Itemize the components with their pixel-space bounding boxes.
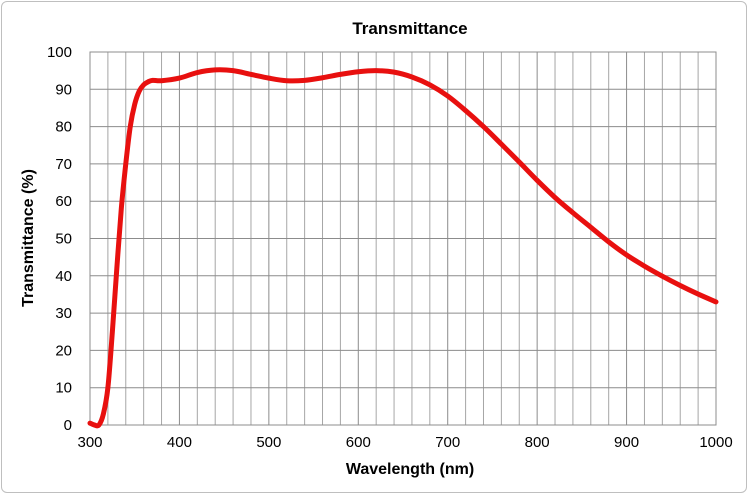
y-tick-label: 0 [64,417,72,434]
x-tick-label: 600 [346,434,371,451]
x-axis-label: Wavelength (nm) [346,461,474,478]
y-tick-label: 90 [55,81,72,98]
plot-area-border [89,51,717,426]
x-tick-label: 500 [256,434,281,451]
y-tick-label: 70 [55,156,72,173]
y-tick-label: 40 [55,268,72,285]
x-tick-label: 400 [167,434,192,451]
y-tick-label: 60 [55,193,72,210]
y-tick-label: 10 [55,380,72,397]
x-tick-label: 1000 [699,434,732,451]
x-tick-label: 800 [525,434,550,451]
x-tick-label: 700 [435,434,460,451]
y-tick-label: 80 [55,119,72,136]
y-tick-label: 30 [55,305,72,322]
y-tick-label: 100 [47,44,72,61]
chart-title: Transmittance [352,19,467,38]
x-tick-label: 300 [77,434,102,451]
transmittance-line [87,67,719,429]
y-axis-label: Transmittance (%) [20,169,37,307]
y-tick-label: 50 [55,231,72,248]
y-tick-label: 20 [55,342,72,359]
x-tick-label: 900 [614,434,639,451]
